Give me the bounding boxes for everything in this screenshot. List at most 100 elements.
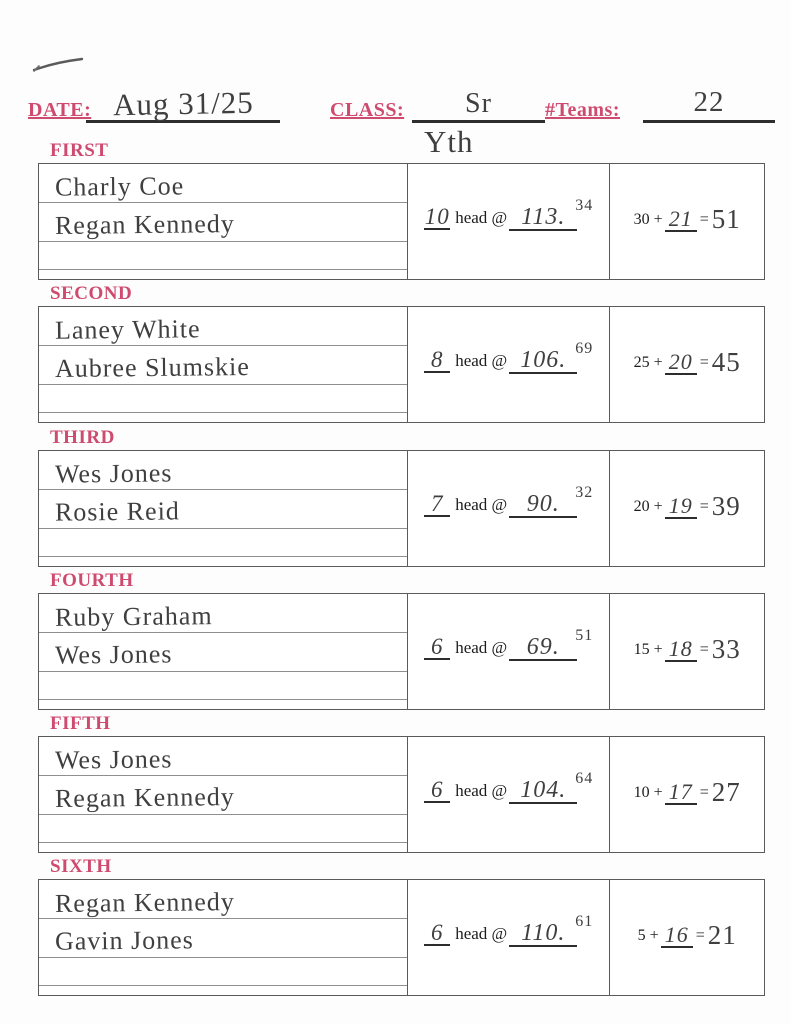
base-points-label: 15 + [633, 640, 663, 658]
base-points-label: 25 + [633, 353, 663, 371]
writing-line [39, 489, 407, 490]
class-value: Sr [465, 88, 492, 119]
writing-line [39, 269, 407, 270]
rider-name: Ruby Graham [54, 601, 213, 632]
head-time-cell: 7 head @ 90. 32 [408, 451, 611, 566]
added-points-value: 18 [664, 637, 697, 662]
writing-line [39, 345, 407, 346]
head-time-cell: 6 head @ 110. 61 [408, 880, 611, 995]
total-points-value: 51 [711, 204, 741, 234]
total-points-value: 33 [711, 634, 741, 664]
head-count-value: 7 [424, 492, 451, 517]
head-time-cell: 6 head @ 69. 51 [408, 594, 611, 709]
placing-block-fifth: FIFTH Wes Jones Regan Kennedy 6 head @ 1… [38, 714, 765, 854]
head-at-label: head @ [455, 780, 508, 800]
time-value: 104. [509, 778, 578, 804]
team-names-cell: Regan Kennedy Gavin Jones [39, 880, 408, 995]
rider-name: Aubree Slumskie [54, 351, 250, 384]
rider-name: Gavin Jones [54, 925, 194, 956]
placing-table: Laney White Aubree Slumskie 8 head @ 106… [38, 306, 765, 423]
writing-line [39, 241, 407, 242]
added-points-value: 20 [664, 350, 697, 375]
placing-block-fourth: FOURTH Ruby Graham Wes Jones 6 head @ 69… [38, 571, 765, 711]
writing-line [39, 842, 407, 843]
class-value-secondary: Yth [424, 124, 474, 159]
time-value: 69. [509, 635, 578, 661]
head-time-cell: 10 head @ 113. 34 [408, 164, 611, 279]
time-cents-value: 64 [575, 769, 594, 787]
placing-table: Wes Jones Rosie Reid 7 head @ 90. 32 20 … [38, 450, 765, 567]
points-cell: 20 + 19 = 39 [610, 451, 764, 566]
placing-block-first: FIRST Charly Coe Regan Kennedy 10 head @… [38, 141, 765, 281]
class-label: CLASS: [330, 99, 405, 121]
writing-line [39, 918, 407, 919]
head-at-label: head @ [455, 350, 508, 370]
writing-line [39, 384, 407, 385]
writing-line [39, 985, 407, 986]
placing-rank-label: SIXTH [50, 856, 112, 877]
writing-line [39, 699, 407, 700]
placing-table: Regan Kennedy Gavin Jones 6 head @ 110. … [38, 879, 765, 996]
total-points-value: 45 [711, 347, 741, 377]
equals-sign: = [699, 783, 709, 801]
points-cell: 30 + 21 = 51 [610, 164, 764, 279]
points-cell: 25 + 20 = 45 [610, 307, 764, 422]
rider-name: Regan Kennedy [54, 887, 235, 918]
placing-table: Ruby Graham Wes Jones 6 head @ 69. 51 15… [38, 593, 765, 710]
writing-line [39, 412, 407, 413]
rider-name: Regan Kennedy [54, 782, 235, 813]
placing-rank-label: SECOND [50, 283, 133, 304]
time-value: 110. [509, 921, 578, 947]
total-points-value: 39 [711, 491, 741, 521]
placing-rank-label: THIRD [50, 427, 115, 448]
equals-sign: = [699, 353, 709, 371]
base-points-label: 30 + [633, 210, 663, 228]
team-names-cell: Laney White Aubree Slumskie [39, 307, 408, 422]
points-cell: 15 + 18 = 33 [610, 594, 764, 709]
head-at-label: head @ [455, 494, 508, 514]
equals-sign: = [699, 497, 709, 515]
placing-table: Charly Coe Regan Kennedy 10 head @ 113. … [38, 163, 765, 280]
writing-line [39, 632, 407, 633]
placing-block-second: SECOND Laney White Aubree Slumskie 8 hea… [38, 284, 765, 424]
total-points-value: 21 [707, 920, 737, 950]
team-names-cell: Charly Coe Regan Kennedy [39, 164, 408, 279]
time-cents-value: 69 [575, 339, 594, 357]
head-time-cell: 6 head @ 104. 64 [408, 737, 611, 852]
placing-rank-label: FIRST [50, 140, 109, 161]
time-cents-value: 34 [575, 196, 594, 214]
rider-name: Wes Jones [54, 458, 173, 489]
base-points-label: 20 + [633, 497, 663, 515]
pencil-scribble-mark [32, 57, 84, 72]
head-count-value: 10 [424, 204, 451, 230]
writing-line [39, 202, 407, 203]
rider-name: Wes Jones [54, 744, 173, 775]
head-count-value: 6 [424, 778, 451, 803]
team-names-cell: Wes Jones Regan Kennedy [39, 737, 408, 852]
equals-sign: = [695, 926, 705, 944]
writing-line [39, 814, 407, 815]
date-field: Aug 31/25 [86, 85, 280, 123]
added-points-value: 21 [664, 207, 697, 232]
teams-label: #Teams: [545, 99, 620, 121]
teams-value: 22 [693, 86, 725, 118]
writing-line [39, 957, 407, 958]
equals-sign: = [699, 210, 709, 228]
head-at-label: head @ [455, 637, 508, 657]
points-cell: 10 + 17 = 27 [610, 737, 764, 852]
base-points-label: 10 + [633, 783, 663, 801]
team-names-cell: Ruby Graham Wes Jones [39, 594, 408, 709]
head-count-value: 6 [424, 921, 451, 946]
time-value: 90. [509, 492, 578, 518]
team-names-cell: Wes Jones Rosie Reid [39, 451, 408, 566]
rider-name: Laney White [54, 314, 201, 345]
writing-line [39, 528, 407, 529]
head-count-value: 6 [424, 635, 451, 660]
total-points-value: 27 [711, 777, 741, 807]
head-time-cell: 8 head @ 106. 69 [408, 307, 611, 422]
writing-line [39, 671, 407, 672]
time-cents-value: 32 [575, 483, 594, 501]
teams-field: 22 [643, 88, 775, 123]
head-count-value: 8 [424, 348, 451, 373]
